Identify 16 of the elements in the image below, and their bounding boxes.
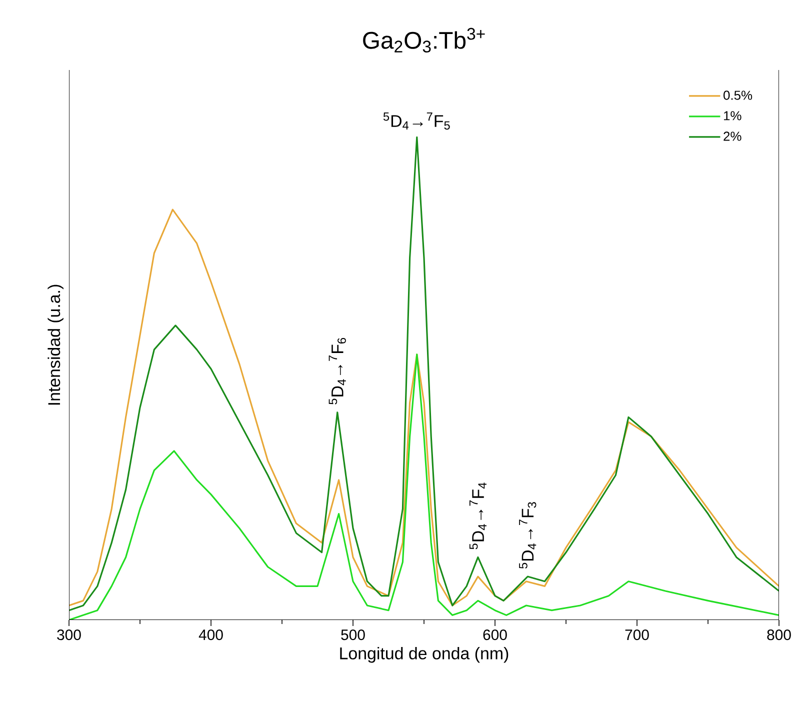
- legend-label: 1%: [724, 111, 742, 120]
- x-tick-label: 800: [767, 630, 791, 640]
- x-tick-label: 700: [625, 630, 649, 640]
- annotation: $^{5}$D$_{4}$→$^{7}$F$_{5}$: [383, 112, 450, 130]
- chart-title: Ga$_{2}$O$_{3}$:Tb$^{3+}$: [363, 28, 485, 52]
- x-tick-label: 400: [198, 630, 223, 640]
- legend-label: 0.5%: [724, 90, 752, 100]
- annotation: $^{5}$D$_{4}$→$^{7}$F$_{6}$: [328, 338, 346, 404]
- annotation: $^{5}$D$_{4}$→$^{7}$F$_{4}$: [469, 482, 486, 550]
- y-axis-title: Intensidad (u.a.): [48, 284, 64, 405]
- x-axis-title: Longitud de onda (nm): [340, 646, 508, 663]
- x-tick-label: 500: [341, 630, 365, 640]
- x-tick-label: 300: [57, 630, 81, 640]
- legend-label: 2%: [724, 132, 742, 141]
- x-tick-label: 600: [483, 630, 507, 640]
- annotation: $^{5}$D$_{4}$→$^{7}$F$_{3}$: [519, 502, 536, 569]
